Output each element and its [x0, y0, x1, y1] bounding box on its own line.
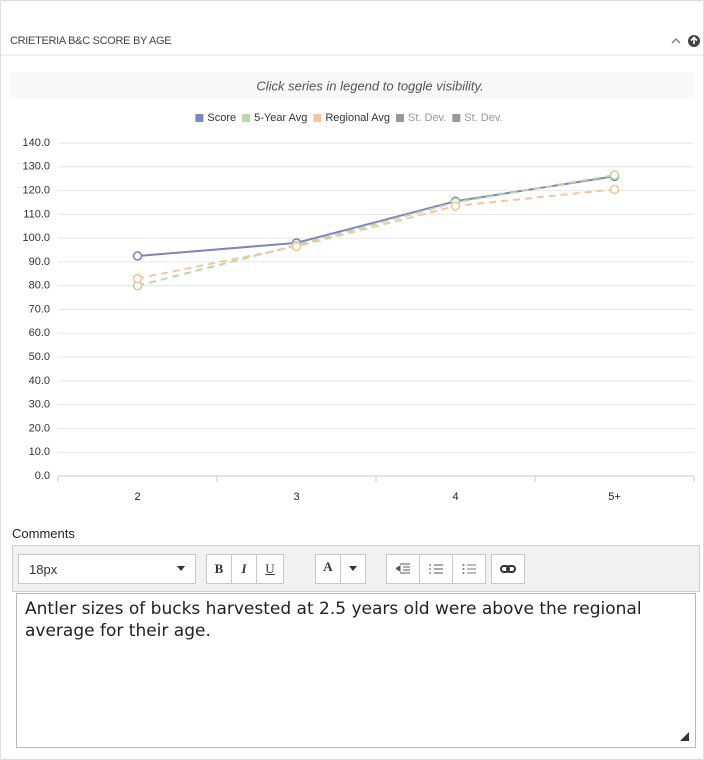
data-point	[132, 251, 143, 261]
legend-swatch	[195, 114, 204, 122]
refresh-icon[interactable]	[688, 35, 700, 47]
comments-label: Comments	[12, 526, 75, 541]
panel-title: CRIETERIA B&C SCORE BY AGE	[10, 35, 171, 47]
link-button[interactable]	[491, 554, 525, 584]
font-size-select[interactable]: 18px	[18, 554, 196, 584]
legend-swatch	[313, 114, 322, 122]
series-line	[137, 175, 615, 257]
data-point	[132, 273, 143, 284]
series-line	[137, 188, 615, 280]
underline-button[interactable]: U	[256, 554, 284, 584]
legend-swatch	[395, 114, 404, 122]
legend-item[interactable]: St. Dev.	[452, 112, 503, 124]
data-point	[609, 170, 620, 180]
data-point	[450, 201, 461, 211]
y-tick-label: 140.0	[22, 137, 50, 149]
y-tick-label: 130.0	[22, 161, 50, 173]
y-tick-label: 40.0	[29, 375, 50, 387]
legend-swatch	[452, 114, 461, 122]
legend-swatch	[242, 114, 251, 122]
resize-handle[interactable]	[680, 732, 689, 741]
y-tick-label: 60.0	[29, 327, 50, 339]
legend-item[interactable]: St. Dev.	[395, 112, 446, 124]
y-tick-label: 110.0	[23, 208, 50, 220]
legend-label: Score	[207, 112, 236, 124]
y-tick-label: 50.0	[29, 351, 50, 363]
italic-button[interactable]: I	[231, 554, 257, 584]
y-tick-label: 10.0	[29, 446, 50, 458]
legend-item[interactable]: Regional Avg	[313, 112, 390, 124]
font-color-dropdown[interactable]	[340, 554, 366, 584]
y-tick-label: 30.0	[29, 399, 50, 411]
legend-item[interactable]: 5-Year Avg	[242, 112, 307, 124]
outdent-button[interactable]	[386, 554, 420, 584]
y-tick-label: 90.0	[29, 256, 50, 268]
ordered-list-button[interactable]	[419, 554, 453, 584]
y-tick-label: 20.0	[29, 422, 50, 434]
font-size-value: 18px	[29, 561, 58, 577]
chart-subtitle: Click series in legend to toggle visibil…	[256, 78, 483, 93]
legend: Score 5-Year Avg Regional Avg St. Dev. St. D…	[195, 112, 503, 124]
collapse-icon[interactable]	[671, 38, 681, 44]
x-tick-label: 2	[134, 491, 140, 503]
legend-label: 5-Year Avg	[254, 112, 307, 124]
legend-item[interactable]: Score	[195, 112, 236, 124]
chart: CRIETERIA B&C SCORE BY AGE Click series …	[1, 1, 703, 503]
editor-toolbar: 18px B I U A	[12, 545, 700, 592]
y-tick-label: 0.0	[35, 470, 50, 482]
x-tick-label: 3	[293, 491, 299, 503]
subtitle-band	[10, 72, 694, 98]
x-tick-label: 5+	[608, 491, 621, 503]
y-tick-label: 80.0	[29, 280, 50, 292]
data-point	[291, 241, 302, 252]
bold-button[interactable]: B	[206, 554, 232, 584]
dropdown-arrow	[177, 566, 185, 571]
font-color-button[interactable]: A	[315, 554, 341, 584]
data-point	[609, 184, 620, 195]
series-line	[137, 174, 615, 287]
y-tick-label: 120.0	[22, 184, 50, 196]
comment-editor[interactable]: Antler sizes of bucks harvested at 2.5 y…	[16, 593, 696, 748]
panel-header	[1, 1, 703, 55]
x-tick-label: 4	[452, 491, 458, 503]
legend-label: St. Dev.	[408, 112, 446, 124]
y-tick-label: 70.0	[29, 303, 50, 315]
comment-text: Antler sizes of bucks harvested at 2.5 y…	[25, 599, 642, 641]
legend-label: Regional Avg	[325, 112, 390, 124]
unordered-list-button[interactable]	[452, 554, 486, 584]
legend-label: St. Dev.	[464, 112, 502, 124]
y-tick-label: 100.0	[22, 232, 50, 244]
